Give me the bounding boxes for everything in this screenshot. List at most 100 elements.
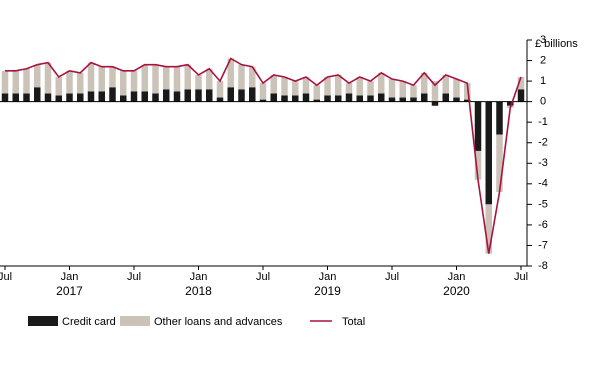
bar	[249, 87, 256, 102]
bar	[66, 70, 73, 94]
bar	[163, 89, 170, 102]
bar	[496, 101, 503, 135]
x-tick-label: Jul	[0, 271, 12, 283]
y-tick-label: -1	[538, 116, 548, 128]
bar	[34, 87, 41, 102]
legend-label: Other loans and advances	[154, 316, 283, 328]
bar	[464, 99, 471, 102]
bar	[453, 79, 460, 98]
y-tick-label: 3	[540, 34, 546, 46]
bar	[141, 64, 148, 92]
bar	[270, 74, 277, 94]
legend-swatch	[120, 316, 150, 326]
bar	[12, 70, 19, 94]
bar	[249, 66, 256, 88]
bar	[184, 64, 191, 90]
bar	[184, 89, 191, 102]
bar	[281, 76, 288, 96]
y-tick-label: -4	[538, 178, 548, 190]
bar	[195, 74, 202, 90]
bar	[1, 93, 9, 102]
bar	[335, 74, 342, 96]
bar	[227, 58, 234, 88]
bar	[485, 204, 492, 254]
year-label: 2020	[443, 284, 470, 298]
bar	[367, 81, 374, 96]
legend-label: Credit card	[62, 316, 116, 328]
bar	[410, 97, 417, 102]
bar	[517, 76, 525, 90]
bar	[421, 93, 428, 102]
bar	[141, 91, 148, 102]
legend-swatch	[28, 316, 58, 326]
legend-label: Total	[342, 316, 365, 328]
bar	[388, 97, 396, 102]
total-line	[5, 57, 522, 254]
bar	[109, 87, 116, 102]
x-tick-label: Jan	[319, 271, 337, 283]
bar	[281, 95, 288, 102]
bar	[44, 93, 52, 102]
bar	[66, 93, 73, 102]
bar	[431, 81, 439, 102]
bar	[302, 93, 310, 102]
y-tick-label: 0	[540, 96, 546, 108]
x-tick-label: Jul	[385, 271, 399, 283]
bar	[152, 64, 159, 94]
bar	[388, 79, 396, 98]
bar	[302, 76, 310, 94]
bar	[12, 93, 19, 102]
year-label: 2017	[56, 284, 83, 298]
x-tick-label: Jan	[61, 271, 79, 283]
y-tick-label: -7	[538, 239, 548, 251]
bar	[87, 62, 95, 92]
bar	[55, 95, 62, 102]
x-tick-label: Jan	[190, 271, 208, 283]
bar	[421, 72, 428, 94]
bar	[442, 74, 449, 94]
bar	[206, 68, 213, 90]
bar	[87, 91, 95, 102]
y-tick-label: -3	[538, 157, 548, 169]
bar	[378, 72, 385, 94]
year-label: 2019	[314, 284, 341, 298]
bar	[120, 70, 127, 96]
bar	[173, 66, 181, 92]
bar	[431, 101, 439, 106]
bar	[367, 95, 374, 102]
bar	[474, 150, 482, 180]
x-tick-label: Jul	[514, 271, 528, 283]
y-tick-label: -2	[538, 137, 548, 149]
bar	[399, 97, 406, 102]
bar	[345, 93, 353, 102]
bar	[324, 95, 331, 102]
bar	[410, 85, 417, 98]
bar	[335, 95, 342, 102]
bar	[227, 87, 234, 102]
bar	[163, 66, 170, 90]
bar	[464, 83, 471, 100]
bar	[474, 101, 482, 151]
bar	[206, 89, 213, 102]
bar	[507, 101, 514, 106]
y-tick-label: 2	[540, 54, 546, 66]
bar	[98, 91, 105, 102]
bar	[356, 95, 363, 102]
bar	[517, 89, 525, 102]
y-tick-label: -8	[538, 260, 548, 272]
bar	[313, 85, 320, 100]
bar	[34, 64, 41, 88]
bar	[23, 93, 30, 102]
bar	[98, 66, 105, 92]
bar	[345, 83, 353, 94]
bar	[77, 93, 84, 102]
bar	[216, 81, 224, 98]
x-tick-label: Jan	[448, 271, 466, 283]
bar	[195, 89, 202, 102]
bar	[55, 76, 62, 96]
year-label: 2018	[185, 284, 212, 298]
bar	[173, 91, 181, 102]
x-tick-label: Jul	[256, 271, 270, 283]
bar	[453, 97, 460, 102]
